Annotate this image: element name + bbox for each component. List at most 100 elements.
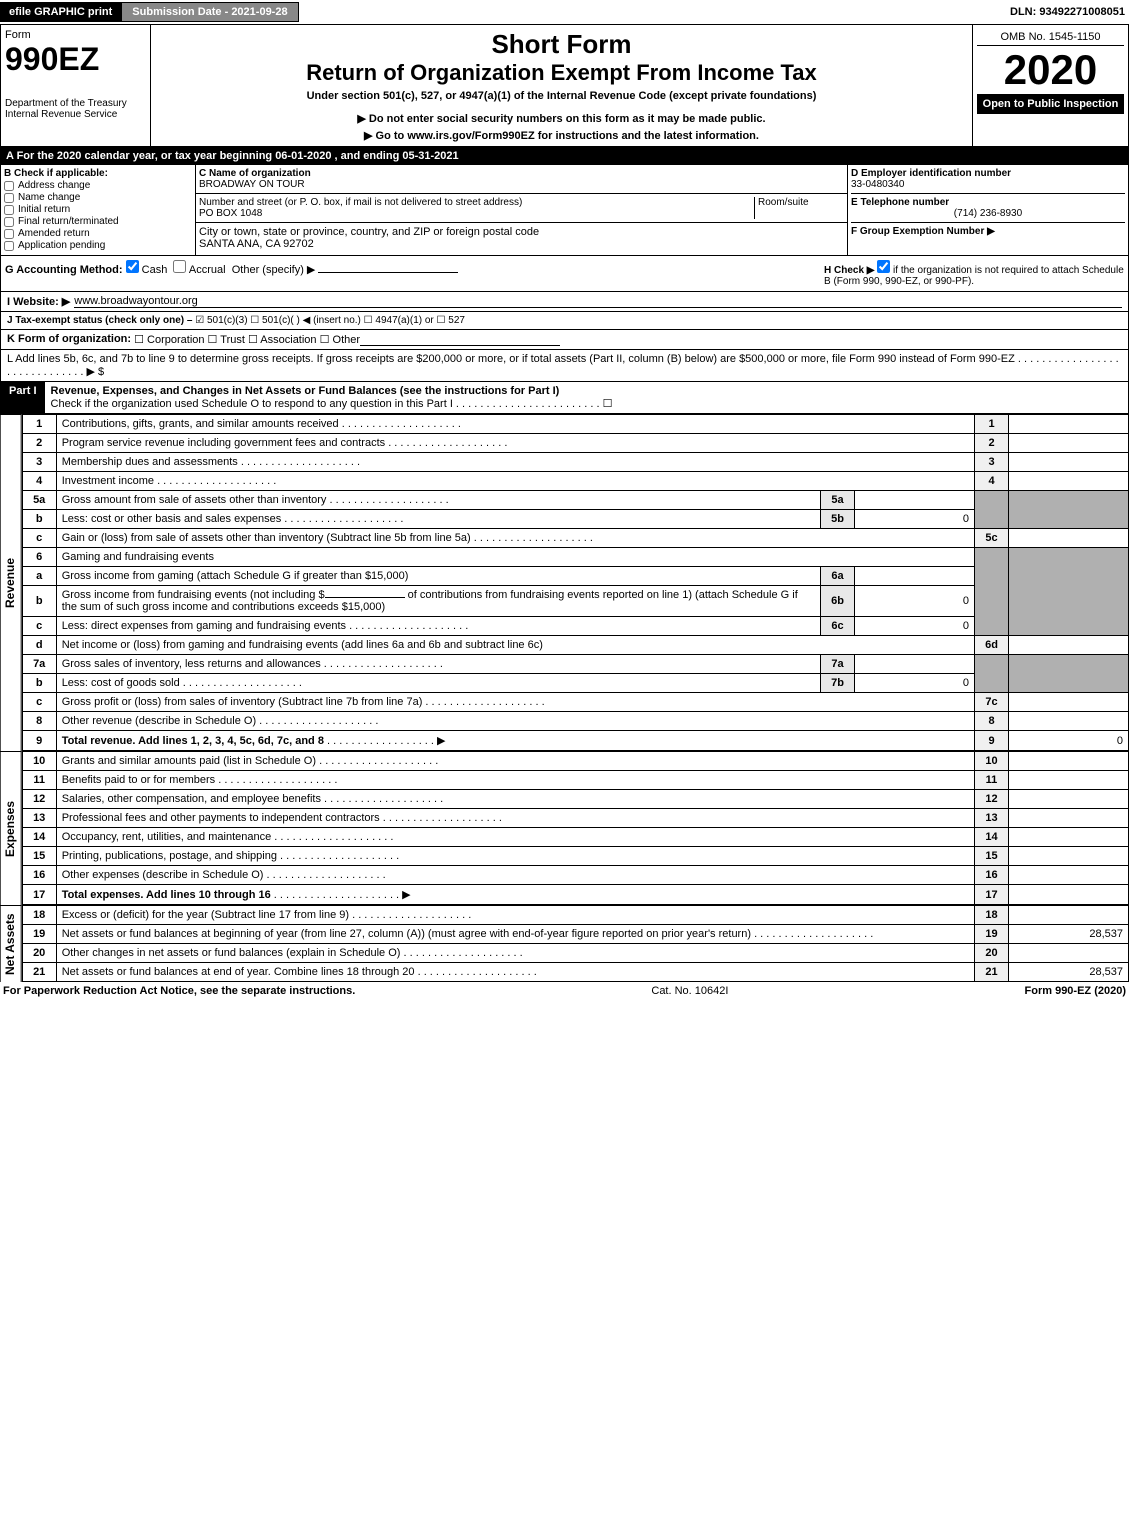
check-name-change[interactable] [4, 193, 14, 203]
ein-label: D Employer identification number [851, 168, 1011, 179]
ein-value: 33-0480340 [851, 179, 904, 190]
line-11: 11Benefits paid to or for members11 [22, 771, 1128, 790]
tax-year: 2020 [977, 46, 1124, 94]
check-cash[interactable] [126, 260, 139, 273]
part1-header-row: Part I Revenue, Expenses, and Changes in… [0, 382, 1129, 414]
warning-ssn: ▶ Do not enter social security numbers o… [155, 112, 968, 125]
org-name-label: C Name of organization [199, 168, 311, 179]
org-name: BROADWAY ON TOUR [199, 179, 305, 190]
phone-label: E Telephone number [851, 197, 949, 208]
page-footer: For Paperwork Reduction Act Notice, see … [0, 982, 1129, 1000]
check-label: Initial return [18, 204, 70, 215]
room-suite-label: Room/suite [754, 197, 844, 219]
check-label: Amended return [18, 228, 90, 239]
line-20: 20Other changes in net assets or fund ba… [22, 944, 1128, 963]
subtitle: Under section 501(c), 527, or 4947(a)(1)… [155, 90, 968, 102]
line-7a: 7aGross sales of inventory, less returns… [22, 655, 1128, 674]
website-value[interactable]: www.broadwayontour.org [74, 295, 1122, 308]
line-17: 17Total expenses. Add lines 10 through 1… [22, 885, 1128, 905]
line-13: 13Professional fees and other payments t… [22, 809, 1128, 828]
phone-value: (714) 236-8930 [851, 208, 1125, 219]
expenses-vertical-label: Expenses [0, 751, 22, 905]
line-1: 1Contributions, gifts, grants, and simil… [22, 415, 1128, 434]
irs-label: Internal Revenue Service [5, 109, 146, 120]
group-exemption-label: F Group Exemption Number ▶ [851, 226, 995, 237]
accounting-method-label: G Accounting Method: [5, 264, 123, 276]
top-bar: efile GRAPHIC print Submission Date - 20… [0, 0, 1129, 24]
section-g-h: G Accounting Method: Cash Accrual Other … [0, 256, 1129, 292]
line-5a: 5aGross amount from sale of assets other… [22, 491, 1128, 510]
tax-exempt-options: ☑ 501(c)(3) ☐ 501(c)( ) ◀ (insert no.) ☐… [195, 315, 465, 326]
paperwork-notice: For Paperwork Reduction Act Notice, see … [3, 985, 355, 997]
street-label: Number and street (or P. O. box, if mail… [199, 197, 522, 208]
section-b-label: B Check if applicable: [4, 168, 192, 179]
line-7b: bLess: cost of goods sold7b0 [22, 674, 1128, 693]
line-8: 8Other revenue (describe in Schedule O)8 [22, 712, 1128, 731]
line-6b: bGross income from fundraising events (n… [22, 586, 1128, 617]
netassets-vertical-label: Net Assets [0, 905, 22, 982]
city-value: SANTA ANA, CA 92702 [199, 238, 314, 250]
check-schedule-b[interactable] [877, 260, 890, 273]
revenue-table: 1Contributions, gifts, grants, and simil… [22, 414, 1129, 751]
form-number: 990EZ [5, 41, 146, 78]
website-label: I Website: ▶ [7, 295, 70, 308]
part1-check: Check if the organization used Schedule … [51, 397, 1122, 410]
expenses-table: 10Grants and similar amounts paid (list … [22, 751, 1129, 905]
line-21: 21Net assets or fund balances at end of … [22, 963, 1128, 982]
line-14: 14Occupancy, rent, utilities, and mainte… [22, 828, 1128, 847]
section-l: L Add lines 5b, 6c, and 7b to line 9 to … [0, 350, 1129, 382]
form-label: Form [5, 29, 146, 41]
warning-goto: ▶ Go to www.irs.gov/Form990EZ for instru… [155, 129, 968, 142]
check-application-pending[interactable] [4, 241, 14, 251]
line-15: 15Printing, publications, postage, and s… [22, 847, 1128, 866]
section-h-label: H Check ▶ [824, 265, 874, 276]
form-id-footer: Form 990-EZ (2020) [1025, 985, 1126, 997]
line-4: 4Investment income4 [22, 472, 1128, 491]
org-info-block: B Check if applicable: Address change Na… [0, 165, 1129, 256]
street-value: PO BOX 1048 [199, 208, 262, 219]
line-9: 9Total revenue. Add lines 1, 2, 3, 4, 5c… [22, 731, 1128, 751]
omb-number: OMB No. 1545-1150 [977, 29, 1124, 46]
submission-date: Submission Date - 2021-09-28 [121, 2, 298, 22]
check-address-change[interactable] [4, 181, 14, 191]
dept-treasury: Department of the Treasury [5, 98, 146, 109]
line-10: 10Grants and similar amounts paid (list … [22, 752, 1128, 771]
revenue-vertical-label: Revenue [0, 414, 22, 751]
other-label: Other (specify) ▶ [232, 264, 316, 276]
tax-period: A For the 2020 calendar year, or tax yea… [0, 147, 1129, 165]
line-6: 6Gaming and fundraising events [22, 548, 1128, 567]
check-initial-return[interactable] [4, 205, 14, 215]
section-l-text: L Add lines 5b, 6c, and 7b to line 9 to … [7, 353, 1122, 378]
check-final-return[interactable] [4, 217, 14, 227]
line-18: 18Excess or (deficit) for the year (Subt… [22, 906, 1128, 925]
part1-badge: Part I [1, 382, 45, 413]
check-label: Final return/terminated [18, 216, 119, 227]
tax-exempt-label: J Tax-exempt status (check only one) – [7, 315, 192, 326]
line-6c: cLess: direct expenses from gaming and f… [22, 617, 1128, 636]
check-label: Application pending [18, 240, 105, 251]
line-16: 16Other expenses (describe in Schedule O… [22, 866, 1128, 885]
dln: DLN: 93492271008051 [1010, 6, 1129, 18]
check-amended[interactable] [4, 229, 14, 239]
section-i: I Website: ▶ www.broadwayontour.org [0, 292, 1129, 312]
line-5c: cGain or (loss) from sale of assets othe… [22, 529, 1128, 548]
cash-label: Cash [142, 264, 168, 276]
check-accrual[interactable] [173, 260, 186, 273]
efile-print-button[interactable]: efile GRAPHIC print [0, 2, 121, 22]
form-header: Form 990EZ Department of the Treasury In… [0, 24, 1129, 147]
line-2: 2Program service revenue including gover… [22, 434, 1128, 453]
form-org-label: K Form of organization: [7, 333, 131, 346]
open-to-public: Open to Public Inspection [977, 94, 1124, 114]
line-12: 12Salaries, other compensation, and empl… [22, 790, 1128, 809]
section-k: K Form of organization: ☐ Corporation ☐ … [0, 330, 1129, 350]
line-3: 3Membership dues and assessments3 [22, 453, 1128, 472]
line-7c: cGross profit or (loss) from sales of in… [22, 693, 1128, 712]
line-19: 19Net assets or fund balances at beginni… [22, 925, 1128, 944]
line-6d: dNet income or (loss) from gaming and fu… [22, 636, 1128, 655]
short-form-title: Short Form [155, 29, 968, 60]
return-title: Return of Organization Exempt From Incom… [155, 60, 968, 86]
form-org-options: ☐ Corporation ☐ Trust ☐ Association ☐ Ot… [134, 333, 360, 346]
netassets-table: 18Excess or (deficit) for the year (Subt… [22, 905, 1129, 982]
city-label: City or town, state or province, country… [199, 226, 539, 238]
section-j: J Tax-exempt status (check only one) – ☑… [0, 312, 1129, 330]
